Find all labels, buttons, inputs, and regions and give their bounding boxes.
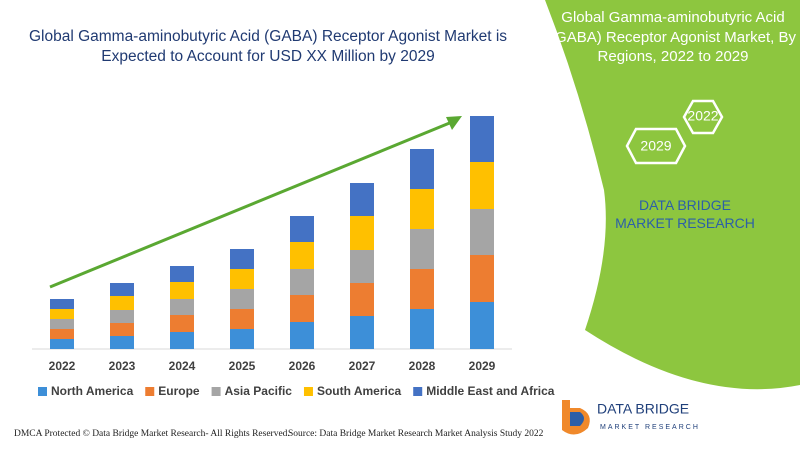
bar-segment bbox=[50, 309, 74, 319]
legend-swatch bbox=[303, 387, 313, 396]
trend-arrowhead bbox=[446, 116, 462, 130]
side-panel-title: Global Gamma-aminobutyric Acid (GABA) Re… bbox=[550, 9, 796, 65]
legend-label: Europe bbox=[158, 384, 200, 398]
footer-right: Source: Data Bridge Market Research Mark… bbox=[288, 429, 544, 439]
bar-segment bbox=[350, 250, 374, 283]
bar-segment bbox=[110, 296, 134, 310]
bar-segment bbox=[50, 299, 74, 309]
bar-segment bbox=[110, 283, 134, 296]
legend-swatch bbox=[211, 387, 221, 396]
start-year: 2022 bbox=[687, 108, 718, 124]
hexagon bbox=[625, 127, 687, 165]
bar-segment bbox=[470, 302, 494, 349]
x-tick-label: 2029 bbox=[469, 359, 496, 373]
x-tick-label: 2022 bbox=[49, 359, 76, 373]
bar-segment bbox=[290, 295, 314, 322]
bar-segment bbox=[230, 309, 254, 329]
side-panel-background bbox=[545, 0, 800, 390]
bar-segment bbox=[470, 116, 494, 162]
end-year: 2029 bbox=[640, 138, 671, 154]
bar-segment bbox=[290, 322, 314, 349]
hexagon bbox=[682, 99, 724, 135]
logo-name: DATA BRIDGE bbox=[597, 401, 689, 417]
legend-swatch bbox=[413, 387, 423, 396]
bar-segment bbox=[350, 316, 374, 349]
bar-segment bbox=[410, 149, 434, 189]
bar-segment bbox=[170, 299, 194, 315]
legend-label: Middle East and Africa bbox=[426, 384, 555, 398]
bar-segment bbox=[470, 255, 494, 302]
bar-segment bbox=[290, 216, 314, 242]
legend-swatch bbox=[145, 387, 155, 396]
bar-segment bbox=[230, 249, 254, 269]
bar-segment bbox=[350, 216, 374, 250]
legend-label: South America bbox=[317, 384, 402, 398]
x-tick-label: 2025 bbox=[229, 359, 256, 373]
bar-segment bbox=[170, 315, 194, 332]
bar-segment bbox=[410, 229, 434, 269]
bar-segment bbox=[350, 183, 374, 216]
bar-segment bbox=[50, 329, 74, 339]
logo-tagline: MARKET RESEARCH bbox=[600, 424, 700, 431]
bar-segment bbox=[110, 336, 134, 349]
bar-segment bbox=[470, 209, 494, 255]
legend-swatch bbox=[38, 387, 47, 396]
bar-segment bbox=[290, 242, 314, 269]
x-tick-label: 2026 bbox=[289, 359, 316, 373]
bar-segment bbox=[230, 269, 254, 289]
bar-segment bbox=[230, 329, 254, 349]
bar-segment bbox=[290, 269, 314, 295]
bar-segment bbox=[410, 309, 434, 349]
bar-segment bbox=[170, 282, 194, 299]
legend-label: North America bbox=[51, 384, 134, 398]
bar-segment bbox=[110, 323, 134, 336]
bar-segment bbox=[470, 162, 494, 209]
x-tick-label: 2024 bbox=[169, 359, 196, 373]
bar-segment bbox=[50, 339, 74, 349]
bar-segment bbox=[50, 319, 74, 329]
x-tick-label: 2027 bbox=[349, 359, 376, 373]
logo-icon bbox=[570, 412, 584, 426]
x-tick-label: 2028 bbox=[409, 359, 436, 373]
trend-arrow bbox=[49, 120, 453, 289]
bar-segment bbox=[170, 332, 194, 349]
bar-segment bbox=[110, 310, 134, 323]
bar-segment bbox=[410, 189, 434, 229]
brand-name: DATA BRIDGE MARKET RESEARCH bbox=[615, 197, 755, 232]
bar-segment bbox=[350, 283, 374, 316]
bar-segment bbox=[410, 269, 434, 309]
x-tick-label: 2023 bbox=[109, 359, 136, 373]
bar-segment bbox=[170, 266, 194, 282]
footer-left: DMCA Protected © Data Bridge Market Rese… bbox=[14, 429, 290, 439]
chart-title: Global Gamma-aminobutyric Acid (GABA) Re… bbox=[28, 28, 508, 66]
legend-label: Asia Pacific bbox=[225, 384, 293, 398]
bar-segment bbox=[230, 289, 254, 309]
